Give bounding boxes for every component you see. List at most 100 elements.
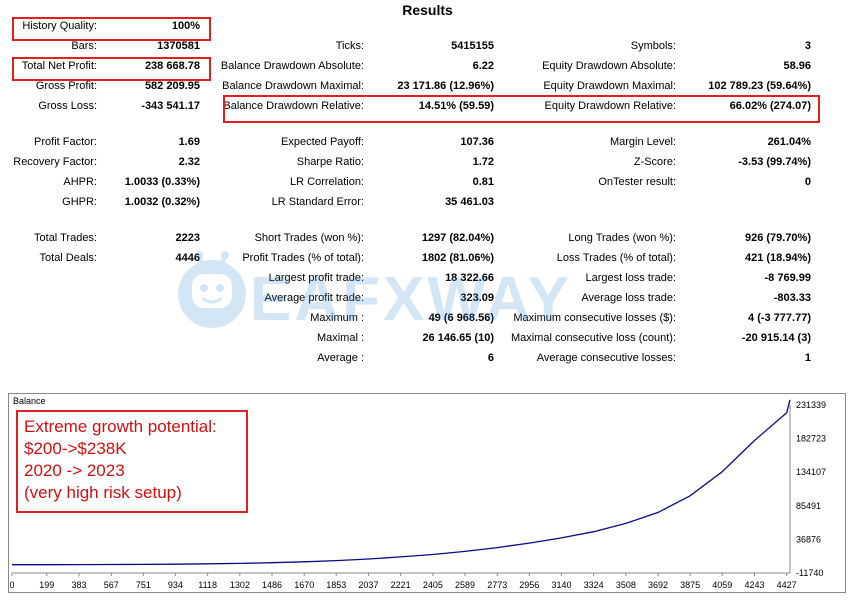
x-tick-label: 0 xyxy=(9,580,14,590)
annotation-line: Extreme growth potential: xyxy=(24,417,217,436)
col3-label: Equity Drawdown Absolute: xyxy=(542,60,676,72)
col2-label: Profit Trades (% of total): xyxy=(242,252,364,264)
col3-value: 4 (-3 777.77) xyxy=(748,312,811,324)
chart-title: Balance xyxy=(13,396,46,406)
x-tick-label: 3875 xyxy=(680,580,700,590)
col2-label: Balance Drawdown Maximal: xyxy=(222,80,364,92)
col3-value: -20 915.14 (3) xyxy=(741,332,811,344)
col1-value: -343 541.17 xyxy=(141,100,200,112)
y-tick-label: 182723 xyxy=(796,434,826,444)
col1-label: GHPR: xyxy=(62,196,97,208)
col1-value: 1.0033 (0.33%) xyxy=(124,176,200,188)
col2-label: Largest profit trade: xyxy=(268,272,364,284)
col3-label: Margin Level: xyxy=(609,136,676,148)
x-tick-label: 1302 xyxy=(230,580,250,590)
col2-label: LR Correlation: xyxy=(290,176,364,188)
y-tick-label: 134107 xyxy=(796,467,826,477)
col2-value: 35 461.03 xyxy=(445,196,494,208)
col3-value: 102 789.23 (59.64%) xyxy=(708,80,811,92)
col2-value: 14.51% (59.59) xyxy=(418,100,494,112)
col3-value: -3.53 (99.74%) xyxy=(738,156,811,168)
col2-value: 5415155 xyxy=(451,40,494,52)
col3-value: 1 xyxy=(804,352,811,364)
annotation-line: $200->$238K xyxy=(24,439,127,458)
y-tick-label: 36876 xyxy=(796,534,821,544)
col2-label: Sharpe Ratio: xyxy=(296,156,364,168)
col2-label: LR Standard Error: xyxy=(271,196,364,208)
x-tick-label: 1853 xyxy=(326,580,346,590)
x-tick-label: 383 xyxy=(72,580,87,590)
col2-value: 323.09 xyxy=(460,292,494,304)
x-tick-label: 2221 xyxy=(391,580,411,590)
col3-label: Maximum consecutive losses ($): xyxy=(513,312,676,324)
col3-label: Largest loss trade: xyxy=(585,272,677,284)
col2-value: 6 xyxy=(487,352,494,364)
col3-value: 421 (18.94%) xyxy=(744,252,811,264)
annotation-line: 2020 -> 2023 xyxy=(24,461,125,480)
col1-label: Gross Profit: xyxy=(35,80,97,92)
col2-label: Short Trades (won %): xyxy=(254,232,364,244)
col2-label: Balance Drawdown Relative: xyxy=(223,100,364,112)
col2-label: Average : xyxy=(317,352,364,364)
col2-label: Maximal : xyxy=(316,332,364,344)
col3-value: 3 xyxy=(804,40,811,52)
col1-value: 1.69 xyxy=(178,136,200,148)
col3-label: Symbols: xyxy=(630,40,676,52)
growth-annotation: Extreme growth potential: $200->$238K 2020… xyxy=(16,410,248,513)
balance-series-line xyxy=(12,399,791,566)
x-tick-label: 751 xyxy=(136,580,151,590)
col3-value: 66.02% (274.07) xyxy=(729,100,811,112)
col3-label: Long Trades (won %): xyxy=(568,232,676,244)
y-tick-label: 85491 xyxy=(796,501,821,511)
x-tick-label: 4243 xyxy=(744,580,764,590)
col2-label: Average profit trade: xyxy=(264,292,364,304)
x-tick-label: 4427 xyxy=(777,580,797,590)
watermark-text: EAFXWAY xyxy=(250,265,572,334)
x-tick-label: 2589 xyxy=(455,580,475,590)
col3-value: -8 769.99 xyxy=(764,272,811,284)
x-tick-label: 1670 xyxy=(294,580,314,590)
col1-value: 4446 xyxy=(175,252,200,264)
col2-value: 6.22 xyxy=(472,60,494,72)
col2-value: 1.72 xyxy=(472,156,494,168)
col1-label: Total Deals: xyxy=(39,252,97,264)
col3-label: Maximal consecutive loss (count): xyxy=(510,332,676,344)
col1-value: 582 209.95 xyxy=(144,80,200,92)
col1-value: 2.32 xyxy=(178,156,200,168)
x-tick-label: 199 xyxy=(39,580,54,590)
x-tick-label: 3692 xyxy=(648,580,668,590)
col3-label: Equity Drawdown Maximal: xyxy=(543,80,676,92)
col2-value: 107.36 xyxy=(460,136,494,148)
annotation-line: (very high risk setup) xyxy=(24,483,182,502)
col3-value: -803.33 xyxy=(773,292,811,304)
col3-label: OnTester result: xyxy=(598,176,676,188)
col1-value: 1370581 xyxy=(157,40,200,52)
col1-label: Gross Loss: xyxy=(38,100,97,112)
highlight-relative-drawdowns xyxy=(223,95,820,123)
col1-label: Total Net Profit: xyxy=(21,60,97,72)
col2-value: 1297 (82.04%) xyxy=(421,232,494,244)
x-tick-label: 567 xyxy=(104,580,119,590)
x-tick-label: 4059 xyxy=(712,580,732,590)
x-tick-label: 934 xyxy=(168,580,183,590)
x-tick-label: 2773 xyxy=(487,580,507,590)
col1-label: Bars: xyxy=(71,40,97,52)
col2-value: 26 146.65 (10) xyxy=(422,332,494,344)
col3-value: 0 xyxy=(804,176,811,188)
col1-value: 2223 xyxy=(175,232,200,244)
col1-value: 1.0032 (0.32%) xyxy=(124,196,200,208)
x-tick-label: 2405 xyxy=(423,580,443,590)
col3-label: Average consecutive losses: xyxy=(536,352,676,364)
col2-label: Maximum : xyxy=(310,312,364,324)
x-tick-label: 3508 xyxy=(616,580,636,590)
col2-value: 23 171.86 (12.96%) xyxy=(397,80,494,92)
col3-value: 926 (79.70%) xyxy=(744,232,811,244)
col3-label: Loss Trades (% of total): xyxy=(556,252,676,264)
col1-label: Recovery Factor: xyxy=(13,156,97,168)
col2-value: 18 322.66 xyxy=(445,272,494,284)
col1-label: Total Trades: xyxy=(34,232,97,244)
col3-value: 261.04% xyxy=(767,136,811,148)
col2-value: 0.81 xyxy=(472,176,494,188)
x-tick-label: 1118 xyxy=(198,580,217,590)
col3-label: Equity Drawdown Relative: xyxy=(544,100,676,112)
